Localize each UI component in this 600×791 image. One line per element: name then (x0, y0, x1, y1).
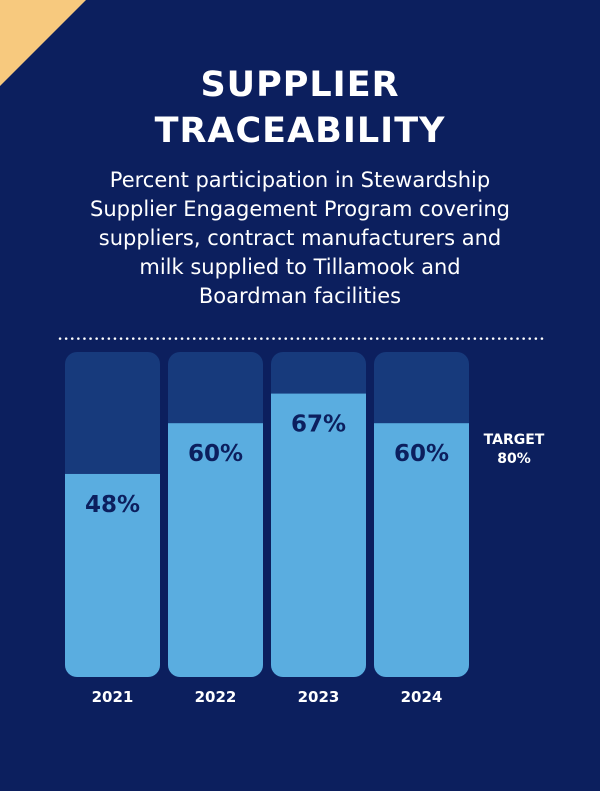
subtitle-line-5: Boardman facilities (198, 284, 402, 308)
year-label-2024: 2024 (401, 688, 443, 706)
corner-accent (0, 0, 86, 86)
subtitle-line-1: Percent participation in Stewardship (109, 168, 491, 192)
page-title: SUPPLIER TRACEABILITY (0, 62, 600, 154)
year-label-2023: 2023 (298, 688, 340, 706)
bar-2024 (374, 423, 469, 677)
bar-2021 (65, 473, 160, 677)
bar-2023 (271, 393, 366, 677)
bar-value-label-2023: 67% (291, 412, 346, 438)
subtitle-line-2: Supplier Engagement Program covering (90, 197, 510, 221)
bar-value-label-2022: 60% (188, 441, 243, 467)
target-label-line-2: 80% (497, 451, 531, 467)
subtitle-line-4: milk supplied to Tillamook and (139, 255, 461, 279)
subtitle-line-3: suppliers, contract manufacturers and (98, 226, 502, 250)
year-label-2022: 2022 (195, 688, 237, 706)
title-line-2: TRACEABILITY (154, 111, 446, 151)
title-line-1: SUPPLIER (200, 65, 400, 105)
bar-value-label-2021: 48% (85, 492, 140, 518)
year-label-2021: 2021 (92, 688, 134, 706)
chart-description: Percent participation in Stewardship Sup… (50, 166, 550, 311)
bar-value-label-2024: 60% (394, 441, 449, 467)
target-label-line-1: TARGET (484, 432, 545, 448)
bar-2022 (168, 423, 263, 677)
